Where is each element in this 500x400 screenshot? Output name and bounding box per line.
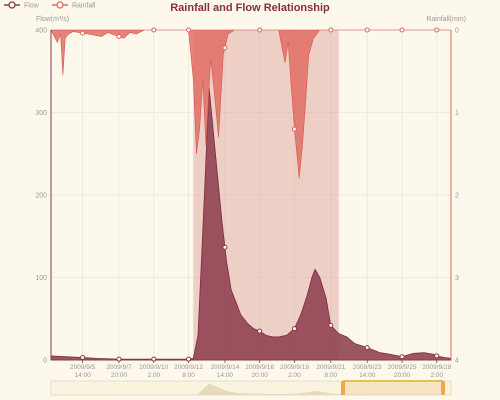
x-tick-label: 2009/9/10 xyxy=(139,364,168,371)
rainfall-marker xyxy=(434,27,440,33)
rainfall-marker xyxy=(291,126,297,132)
x-tick-label-time: 2:00 xyxy=(147,372,160,379)
y-left-tick-label: 200 xyxy=(35,193,47,200)
x-tick-label-time: 20:00 xyxy=(394,372,411,379)
y-left-tick-label: 400 xyxy=(35,28,47,35)
legend-label: Rainfall xyxy=(72,3,96,10)
flow-marker xyxy=(291,326,297,332)
x-tick-label-time: 8:00 xyxy=(182,372,195,379)
x-tick-label-time: 14:00 xyxy=(74,372,91,379)
y-left-tick-label: 300 xyxy=(35,110,47,117)
rainfall-marker xyxy=(328,27,334,33)
x-tick-label-time: 20:00 xyxy=(111,372,128,379)
x-tick-label: 2009/9/23 xyxy=(353,364,382,371)
x-tick-label: 2009/9/19 xyxy=(280,364,309,371)
y-right-tick-label: 0 xyxy=(455,28,459,35)
flow-marker xyxy=(364,345,370,351)
flow-marker xyxy=(80,355,86,361)
flow-marker xyxy=(222,244,228,250)
y-right-tick-label: 1 xyxy=(455,110,459,117)
y-right-tick-label: 2 xyxy=(455,193,459,200)
x-tick-label-time: 8:00 xyxy=(325,372,338,379)
rainfall-marker xyxy=(399,27,405,33)
y-right-tick-label: 4 xyxy=(455,358,459,365)
flow-marker xyxy=(434,353,440,359)
rainfall-marker xyxy=(222,45,228,51)
zoom-window-bar xyxy=(343,380,443,382)
rainfall-marker xyxy=(257,27,263,33)
y-left-tick-label: 0 xyxy=(43,358,47,365)
chart-title: Rainfall and Flow Relationship xyxy=(170,2,330,14)
rainfall-series xyxy=(50,29,451,179)
legend-marker xyxy=(8,1,16,9)
data-zoom-slider[interactable] xyxy=(50,380,452,396)
flow-area xyxy=(50,87,452,361)
flow-marker xyxy=(328,322,334,328)
flow-marker xyxy=(257,328,263,334)
markers xyxy=(80,27,440,362)
zoom-end-handle[interactable] xyxy=(441,381,445,395)
legend-marker xyxy=(56,1,64,9)
y-right-tick-label: 3 xyxy=(455,275,459,282)
zoom-start-handle[interactable] xyxy=(341,381,345,395)
zoom-window xyxy=(343,381,443,395)
x-tick-label: 2009/9/14 xyxy=(210,364,239,371)
x-tick-label-time: 20:00 xyxy=(252,372,269,379)
y-left-label: Flow(m³/s) xyxy=(36,16,69,23)
rainfall-area xyxy=(50,29,451,179)
x-tick-label: 2009/9/28 xyxy=(422,364,451,371)
rainfall-marker xyxy=(186,27,192,33)
rainfall-marker xyxy=(80,30,86,36)
x-tick-label: 2009/9/21 xyxy=(316,364,345,371)
legend-label: Flow xyxy=(24,3,40,10)
y-right-label: Rainfall(mm) xyxy=(426,16,466,23)
x-tick-label: 2009/9/25 xyxy=(388,364,417,371)
rainfall-marker xyxy=(364,27,370,33)
x-tick-label-time: 2:00 xyxy=(288,372,301,379)
flow-marker xyxy=(186,356,192,362)
x-tick-label: 2009/9/7 xyxy=(106,364,132,371)
x-tick-label: 2009/9/5 xyxy=(70,364,96,371)
flow-marker xyxy=(399,354,405,360)
x-tick-label: 2009/9/12 xyxy=(174,364,203,371)
legend: Flow Rainfall xyxy=(4,1,96,10)
flow-marker xyxy=(116,356,122,362)
rainfall-marker xyxy=(151,27,157,33)
rainfall-marker xyxy=(116,34,122,40)
flow-series xyxy=(50,87,452,361)
flow-marker xyxy=(151,356,157,362)
y-left-tick-label: 100 xyxy=(35,275,47,282)
x-tick-label: 2009/9/16 xyxy=(245,364,274,371)
x-tick-label-time: 2:00 xyxy=(430,372,443,379)
x-tick-label-time: 14:00 xyxy=(217,372,234,379)
x-tick-label-time: 14:00 xyxy=(359,372,376,379)
